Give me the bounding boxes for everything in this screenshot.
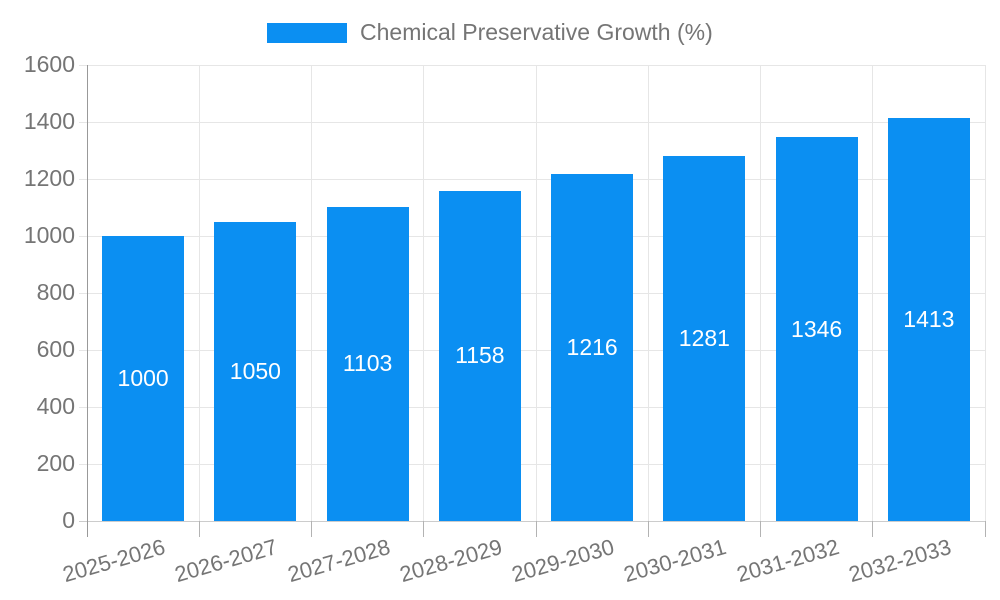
legend-swatch: [267, 22, 347, 43]
bar[interactable]: 1000: [102, 236, 185, 521]
bar[interactable]: 1050: [214, 221, 297, 521]
gridline-vertical: [760, 65, 761, 521]
chart-legend[interactable]: Chemical Preservative Growth (%): [267, 19, 713, 46]
x-axis-tick: [647, 521, 649, 537]
gridline-vertical: [423, 65, 425, 521]
bar-value-label: 1050: [229, 357, 281, 384]
bar-value-label: 1346: [791, 315, 843, 342]
y-tick-label: 1200: [23, 165, 75, 191]
gridline-vertical: [647, 65, 649, 521]
gridline-vertical: [198, 65, 200, 521]
gridline-horizontal: [79, 349, 985, 351]
bar-value-label: 1281: [678, 324, 730, 351]
gridline-vertical: [535, 65, 537, 521]
bar-value-label: 1158: [455, 342, 505, 369]
gridline-horizontal: [79, 235, 985, 237]
x-axis-tick: [535, 521, 537, 537]
y-axis-line: [86, 65, 88, 537]
y-tick-label: 600: [36, 336, 75, 362]
y-tick-label: 0: [62, 507, 75, 533]
bar[interactable]: 1281: [663, 155, 746, 521]
gridline-horizontal: [79, 121, 985, 123]
bar-value-label: 1000: [117, 365, 169, 391]
bar[interactable]: 1158: [438, 190, 521, 521]
bar[interactable]: 1413: [887, 118, 970, 521]
bar[interactable]: 1103: [326, 206, 409, 521]
gridline-vertical: [872, 65, 874, 521]
gridline-horizontal: [79, 520, 985, 522]
gridline-vertical: [984, 65, 986, 521]
x-axis-tick: [423, 521, 425, 537]
gridline-vertical: [311, 65, 312, 521]
x-axis-tick: [984, 521, 986, 537]
y-tick-label: 800: [36, 279, 75, 305]
x-axis-tick: [311, 521, 312, 537]
y-tick-label: 1600: [23, 51, 75, 77]
x-axis-tick: [872, 521, 874, 537]
y-tick-label: 400: [36, 393, 75, 419]
bar-value-label: 1413: [903, 306, 955, 333]
bar[interactable]: 1346: [775, 137, 858, 521]
gridline-horizontal: [79, 178, 985, 180]
bar-value-label: 1103: [342, 350, 393, 377]
y-tick-label: 200: [36, 450, 75, 476]
y-tick-label: 1000: [23, 222, 75, 248]
gridline-horizontal: [79, 463, 985, 465]
bar-value-label: 1216: [566, 334, 618, 361]
bar[interactable]: 1216: [551, 174, 634, 521]
legend-label: Chemical Preservative Growth (%): [360, 19, 713, 45]
x-axis-tick: [760, 521, 761, 537]
gridline-horizontal: [79, 64, 985, 66]
x-axis-tick: [198, 521, 200, 537]
gridline-horizontal: [79, 406, 985, 408]
y-tick-label: 1400: [23, 108, 75, 134]
gridline-horizontal: [79, 292, 985, 294]
